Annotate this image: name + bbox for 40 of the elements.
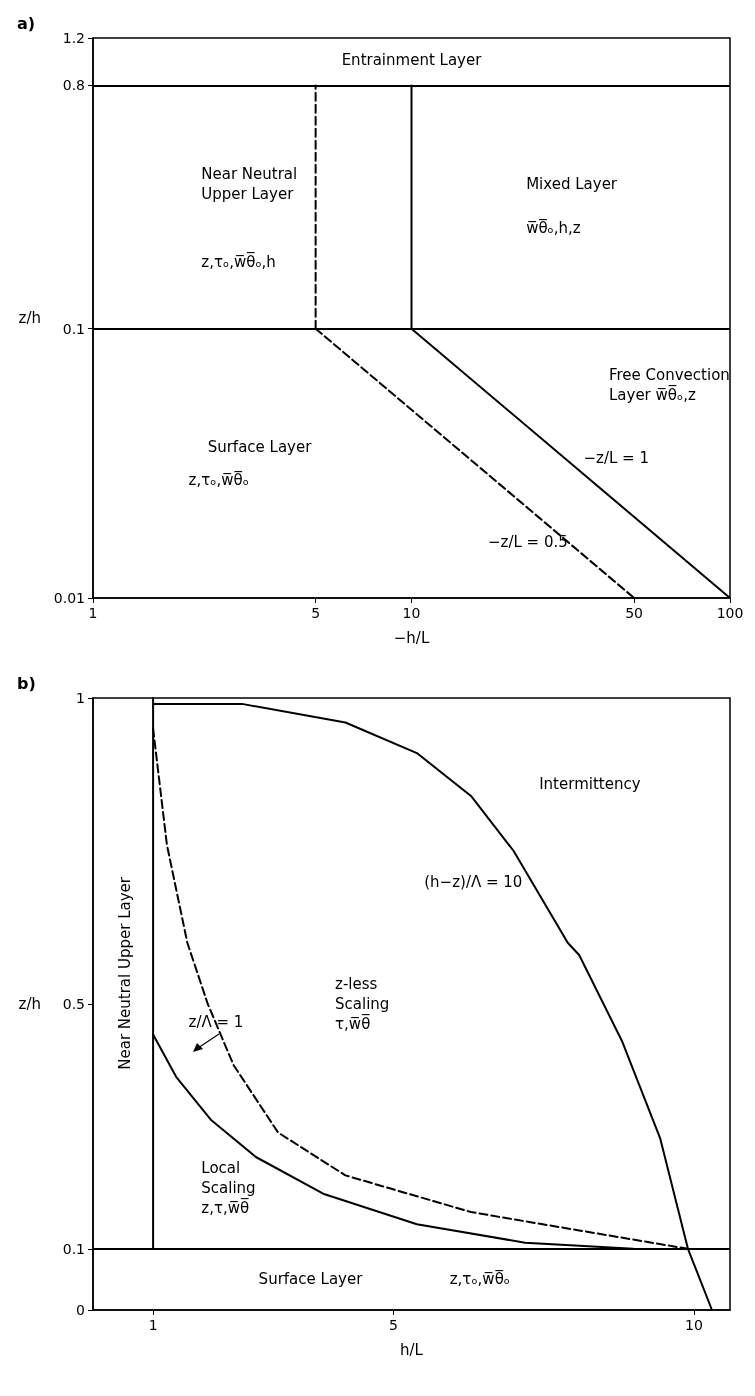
- annotation: Entrainment Layer: [341, 51, 483, 70]
- annotation: Surface Layer: [258, 1270, 364, 1289]
- annotation: Mixed Layer: [526, 174, 618, 193]
- annotation: −z/L = 1: [583, 449, 650, 467]
- y-tick-label: 1: [76, 690, 85, 706]
- annotation: (h−z)/Λ = 10: [424, 872, 523, 891]
- annotation: Surface Layer: [207, 437, 313, 456]
- x-axis-title: −h/L: [393, 628, 430, 647]
- y-tick-label: 0.8: [62, 77, 85, 94]
- x-tick-label: 100: [716, 605, 744, 621]
- x-tick-label: 10: [685, 1317, 703, 1333]
- y-tick-label: 0: [76, 1302, 85, 1318]
- annotation: Near Neutral Upper Layer: [115, 876, 134, 1070]
- y-tick-label: 1.2: [62, 30, 85, 46]
- y-tick-label: 0.1: [62, 320, 85, 337]
- y-tick-label: 0.1: [62, 1240, 85, 1257]
- chart-title: b): [17, 673, 36, 693]
- annotation: z,τₒ,w̅θ̅ₒ: [449, 1269, 511, 1289]
- annotation: Intermittency: [539, 774, 641, 793]
- y-tick-label: 0.5: [62, 996, 85, 1012]
- annotation: z-less Scaling τ,w̅θ̅: [335, 975, 390, 1033]
- annotation: w̅θ̅ₒ,h,z: [526, 218, 581, 238]
- annotation: −z/L = 0.5: [487, 533, 568, 551]
- x-tick-label: 10: [402, 605, 421, 621]
- y-axis-title: z/h: [18, 309, 41, 327]
- annotation: z,τₒ,w̅θ̅ₒ: [188, 470, 249, 490]
- x-tick-label: 1: [88, 605, 98, 621]
- x-tick-label: 50: [625, 605, 644, 621]
- x-axis-title: h/L: [400, 1340, 424, 1359]
- chart-title: a): [17, 13, 36, 33]
- annotation: Local Scaling z,τ,w̅θ̅: [201, 1158, 256, 1217]
- x-tick-label: 5: [311, 605, 321, 621]
- y-tick-label: 0.01: [53, 590, 85, 606]
- annotation: Free Convection Layer w̅θ̅ₒ,z: [608, 366, 730, 405]
- x-tick-label: 1: [148, 1317, 158, 1333]
- annotation: z,τₒ,w̅θ̅ₒ,h: [201, 252, 276, 271]
- annotation: Near Neutral Upper Layer: [201, 164, 298, 203]
- x-tick-label: 5: [389, 1317, 398, 1333]
- y-axis-title: z/h: [18, 995, 41, 1013]
- annotation: z/Λ = 1: [188, 1013, 244, 1032]
